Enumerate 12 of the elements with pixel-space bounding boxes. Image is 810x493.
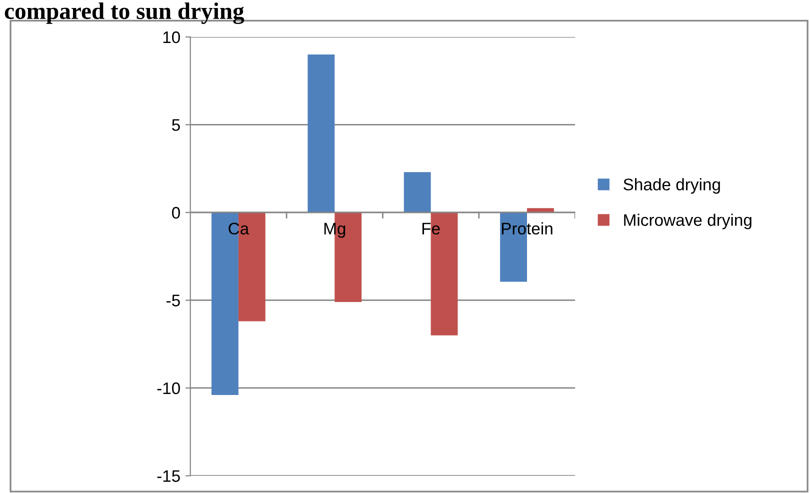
y-tick-label: 0 — [172, 206, 180, 219]
legend-label: Shade drying — [624, 178, 720, 194]
bar — [308, 54, 335, 212]
y-tick-label: 5 — [172, 119, 180, 131]
y-tick-label: -5 — [166, 294, 180, 306]
legend-label: Microwave drying — [624, 214, 752, 230]
y-tick-label: -10 — [157, 382, 180, 394]
bar — [527, 208, 554, 212]
bar — [404, 172, 431, 212]
y-tick-label: -15 — [157, 470, 180, 482]
y-tick-label: 10 — [163, 31, 180, 44]
chart-title: compared to sun drying — [4, 2, 244, 24]
